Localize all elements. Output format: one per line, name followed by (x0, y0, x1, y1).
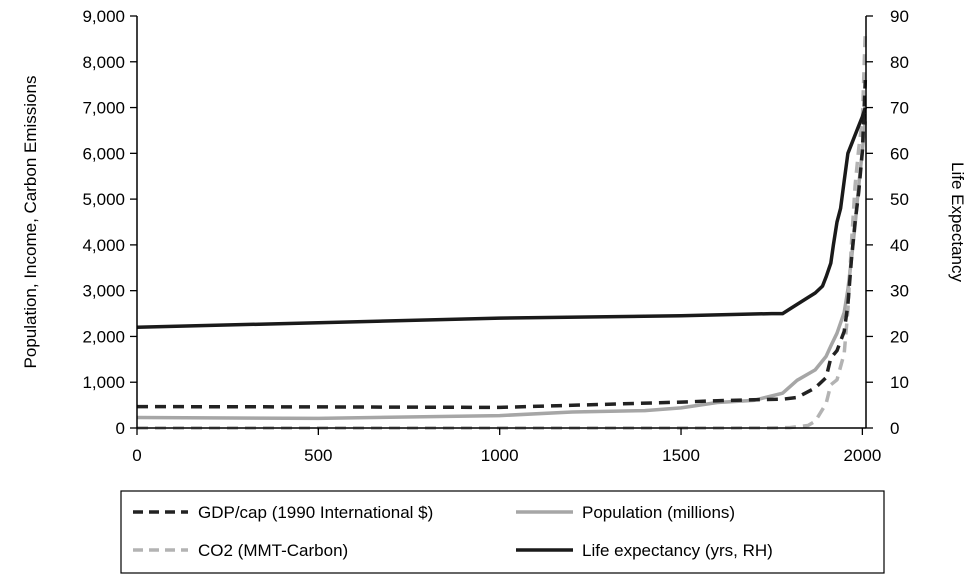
y2-tick-label: 20 (890, 327, 909, 346)
y2-tick-label: 60 (890, 144, 909, 163)
y-tick-label: 1,000 (82, 373, 125, 392)
series-line-3 (136, 107, 867, 330)
y2-tick-label: 70 (890, 99, 909, 118)
y-tick-label: 4,000 (82, 236, 125, 255)
y-tick-label: 6,000 (82, 144, 125, 163)
x-tick-label: 1500 (662, 446, 700, 465)
legend-label-1: Population (millions) (582, 503, 735, 522)
x-tick-label: 2000 (843, 446, 881, 465)
series-line-1 (136, 121, 868, 421)
legend-box (120, 490, 885, 574)
y2-tick-label: 40 (890, 236, 909, 255)
y-tick-label: 9,000 (82, 7, 125, 26)
series-line-0 (136, 80, 868, 410)
y2-tick-label: 90 (890, 7, 909, 26)
legend-label-0: GDP/cap (1990 International $) (198, 503, 433, 522)
y-tick-label: 3,000 (82, 282, 125, 301)
y-tick-label: 7,000 (82, 99, 125, 118)
y2-tick-label: 30 (890, 282, 909, 301)
y2-tick-label: 10 (890, 373, 909, 392)
series-layer (136, 29, 868, 430)
legend: GDP/cap (1990 International $) Population… (120, 490, 885, 574)
y-tick-label: 8,000 (82, 53, 125, 72)
x-tick-label: 500 (304, 446, 332, 465)
y-tick-label: 5,000 (82, 190, 125, 209)
series-line-2 (137, 29, 868, 430)
axes-layer (136, 16, 867, 429)
ticks-layer: 0 1,000 2,000 3,000 4,000 5,000 6,000 7,000 8,00… (82, 7, 908, 465)
y-axis-right-title: Life Expectancy (948, 162, 967, 283)
y-tick-label: 2,000 (82, 327, 125, 346)
y2-tick-label: 0 (890, 419, 899, 438)
x-tick-label: 1000 (481, 446, 519, 465)
y-axis-left-title: Population, Income, Carbon Emissions (21, 76, 40, 369)
legend-label-2: CO2 (MMT-Carbon) (198, 541, 348, 560)
y2-tick-label: 50 (890, 190, 909, 209)
y-tick-label: 0 (116, 419, 125, 438)
legend-label-3: Life expectancy (yrs, RH) (582, 541, 773, 560)
x-tick-label: 0 (132, 446, 141, 465)
y2-tick-label: 80 (890, 53, 909, 72)
